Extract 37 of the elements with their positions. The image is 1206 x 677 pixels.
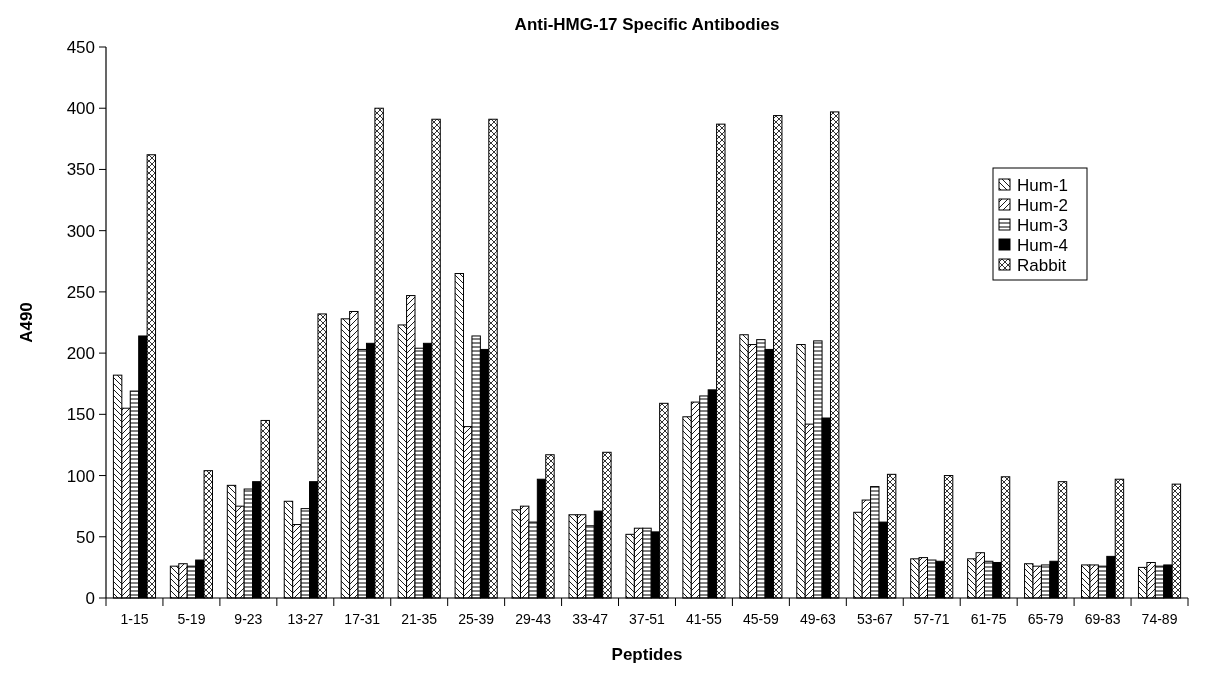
x-tick-label: 65-79 — [1027, 611, 1064, 627]
chart-title: Anti-HMG-17 Specific Antibodies — [514, 15, 780, 34]
x-tick-label: 25-39 — [458, 611, 495, 627]
x-tick-label: 53-67 — [856, 611, 893, 627]
x-tick-label: 5-19 — [177, 611, 206, 627]
y-tick-label: 150 — [66, 405, 95, 425]
y-tick-label: 100 — [66, 466, 95, 486]
x-tick-label: 45-59 — [742, 611, 780, 627]
legend-label: Rabbit — [1017, 255, 1067, 275]
y-tick-label: 0 — [85, 588, 95, 608]
y-axis-title: A490 — [17, 302, 36, 343]
x-tick-label: 61-75 — [970, 611, 1007, 627]
y-tick-label: 50 — [76, 527, 95, 547]
x-tick-label: 41-55 — [686, 611, 723, 627]
legend-label: Hum-2 — [1017, 195, 1069, 215]
x-tick-label: 69-83 — [1084, 611, 1121, 627]
x-tick-label: 13-27 — [287, 611, 324, 627]
y-tick-label: 350 — [66, 160, 95, 180]
y-tick-label: 200 — [66, 344, 95, 364]
x-tick-label: 74-89 — [1141, 611, 1178, 627]
x-tick-label: 9-23 — [234, 611, 263, 627]
y-tick-label: 300 — [66, 221, 95, 241]
x-axis-title: Peptides — [611, 645, 683, 664]
x-tick-label: 57-71 — [913, 611, 950, 627]
x-tick-label: 21-35 — [401, 611, 438, 627]
y-tick-label: 450 — [66, 37, 95, 57]
x-tick-label: 37-51 — [629, 611, 666, 627]
y-tick-label: 400 — [66, 99, 95, 119]
legend-label: Hum-1 — [1017, 175, 1069, 195]
legend-label: Hum-3 — [1017, 215, 1069, 235]
x-tick-label: 1-15 — [120, 611, 149, 627]
y-tick-label: 250 — [66, 282, 95, 302]
x-tick-label: 17-31 — [344, 611, 381, 627]
x-tick-label: 29-43 — [515, 611, 552, 627]
x-tick-label: 49-63 — [799, 611, 836, 627]
x-tick-label: 33-47 — [572, 611, 609, 627]
legend-label: Hum-4 — [1017, 235, 1069, 255]
